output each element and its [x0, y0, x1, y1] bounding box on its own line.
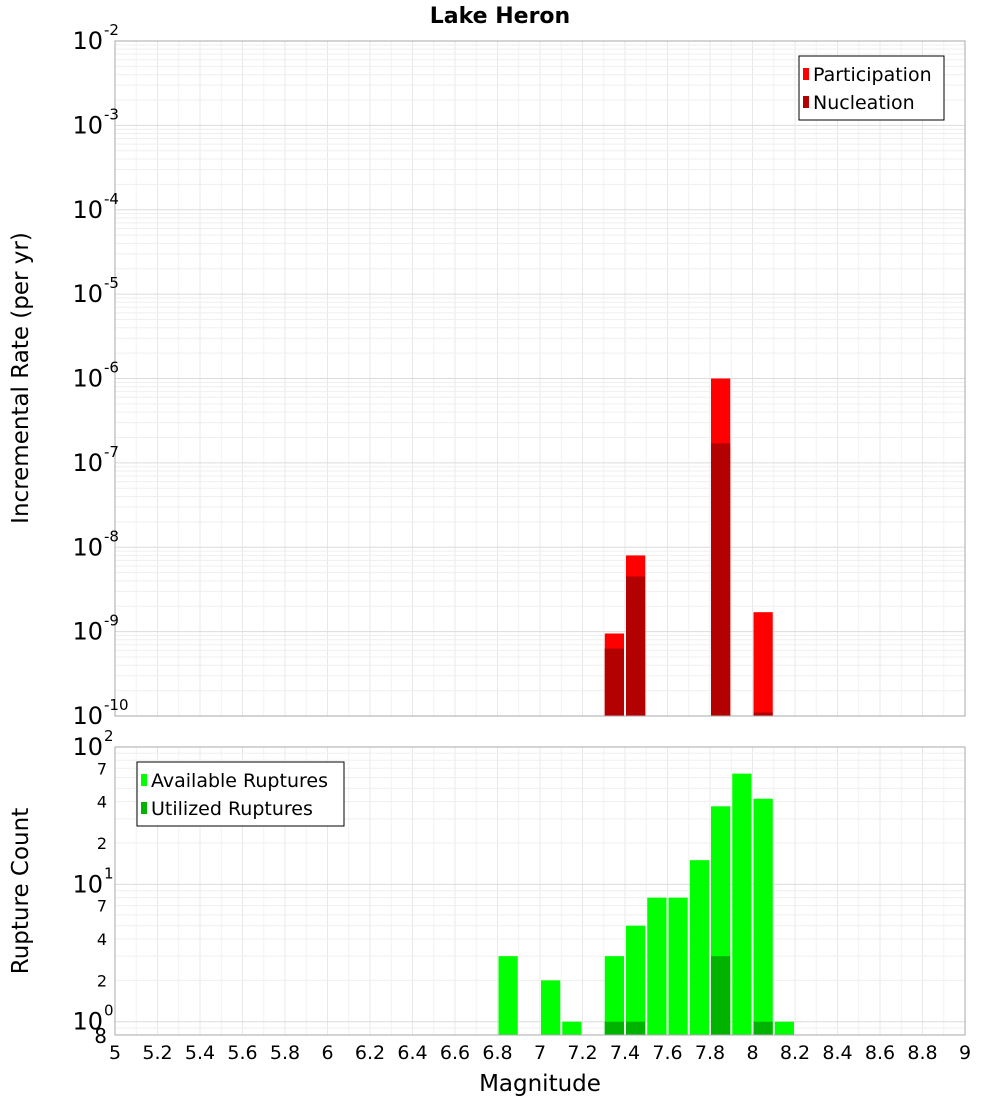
- rate-y-tick-exponent: -2: [104, 21, 119, 39]
- rate-y-tick-exponent: -4: [104, 190, 119, 208]
- count-bar-utilized-ruptures: [604, 1021, 624, 1035]
- x-tick-label: 5.8: [270, 1042, 300, 1064]
- frame-layer: [114, 40, 966, 1036]
- count-bar-available-ruptures: [604, 956, 624, 1035]
- rate-legend-box: [798, 55, 945, 121]
- count-y-minor-tick-label: 4: [97, 793, 107, 812]
- rate-legend-swatch: [803, 68, 809, 80]
- count-y-minor-tick-label: 4: [97, 930, 107, 949]
- count-y-minor-tick-label: 2: [97, 834, 107, 853]
- rate-bar-nucleation: [753, 712, 773, 716]
- rate-y-tick-exponent: -6: [104, 359, 119, 377]
- count-legend-label: Utilized Ruptures: [151, 798, 313, 820]
- x-tick-label: 7.4: [610, 1042, 640, 1064]
- count-y-tick-label: 10: [72, 1008, 103, 1036]
- rate-y-tick-exponent: -9: [104, 612, 119, 630]
- rate-y-tick-label: 10: [72, 702, 103, 730]
- x-tick-label: 6.2: [355, 1042, 385, 1064]
- count-bar-available-ruptures: [647, 897, 667, 1035]
- rate-y-tick-label: 10: [72, 618, 103, 646]
- rate-y-tick-label: 10: [72, 280, 103, 308]
- x-tick-label: 5: [109, 1042, 121, 1064]
- x-tick-label: 8.6: [865, 1042, 895, 1064]
- x-tick-label: 8.2: [780, 1042, 810, 1064]
- count-bar-available-ruptures: [774, 1021, 794, 1035]
- count-y-tick-label: 10: [72, 733, 103, 761]
- count-plot-frame: [114, 746, 966, 1036]
- x-tick-label: 8.4: [822, 1042, 852, 1064]
- chart-title: Lake Heron: [430, 4, 570, 29]
- count-bar-utilized-ruptures: [626, 1021, 646, 1035]
- count-bar-utilized-ruptures: [711, 956, 731, 1035]
- x-tick-label: 9: [959, 1042, 971, 1064]
- x-tick-label: 8: [746, 1042, 758, 1064]
- count-bar-available-ruptures: [732, 773, 752, 1035]
- count-bar-available-ruptures: [541, 980, 561, 1035]
- x-axis-label: Magnitude: [479, 1071, 601, 1097]
- count-y-minor-tick-label: 7: [97, 759, 107, 778]
- rate-y-tick-exponent: -5: [104, 274, 119, 292]
- rate-y-tick-label: 10: [72, 533, 103, 561]
- x-tick-label: 6.8: [482, 1042, 512, 1064]
- rate-bar-nucleation: [604, 648, 624, 716]
- x-tick-label: 7.2: [567, 1042, 597, 1064]
- count-legend-label: Available Ruptures: [151, 770, 328, 792]
- count-legend-swatch: [141, 802, 147, 814]
- rate-bar-nucleation: [711, 443, 731, 716]
- rate-y-tick-exponent: -10: [104, 696, 129, 714]
- rate-y-tick-exponent: -8: [104, 527, 119, 545]
- count-y-tick-exponent: 2: [104, 727, 114, 745]
- count-y-minor-tick-label: 8: [94, 1024, 107, 1048]
- legend-layer: Participation Nucleation Available Rupture…: [136, 55, 945, 827]
- rate-legend-label: Participation: [813, 64, 932, 86]
- x-tick-label: 7.6: [652, 1042, 682, 1064]
- count-legend-box: [136, 761, 345, 827]
- rate-y-tick-label: 10: [72, 449, 103, 477]
- rate-bar-participation: [753, 612, 773, 716]
- count-y-axis-label: Rupture Count: [8, 808, 34, 974]
- count-legend-swatch: [141, 774, 147, 786]
- count-bar-available-ruptures: [562, 1021, 582, 1035]
- rate-plot-frame: [114, 40, 966, 717]
- rate-y-axis-label: Incremental Rate (per yr): [8, 232, 34, 524]
- x-tick-label: 7: [534, 1042, 546, 1064]
- x-tick-label: 5.6: [227, 1042, 257, 1064]
- count-y-tick-label: 10: [72, 870, 103, 898]
- grid-layer: [114, 40, 966, 1036]
- count-bar-available-ruptures: [689, 860, 709, 1035]
- count-y-tick-exponent: 1: [104, 864, 114, 882]
- rate-y-tick-exponent: -3: [104, 105, 119, 123]
- x-tick-label: 5.4: [185, 1042, 215, 1064]
- rate-legend-label: Nucleation: [813, 92, 915, 114]
- rate-y-tick-exponent: -7: [104, 443, 119, 461]
- rate-y-tick-label: 10: [72, 196, 103, 224]
- x-tick-label: 8.8: [907, 1042, 937, 1064]
- count-bar-available-ruptures: [668, 897, 688, 1035]
- count-y-tick-exponent: 0: [104, 1002, 114, 1020]
- x-tick-label: 6: [321, 1042, 333, 1064]
- rate-y-tick-label: 10: [72, 365, 103, 393]
- rate-legend-swatch: [803, 96, 809, 108]
- x-tick-label: 7.8: [695, 1042, 725, 1064]
- bars-layer: [498, 378, 794, 1035]
- count-y-minor-tick-label: 2: [97, 971, 107, 990]
- count-y-minor-tick-label: 7: [97, 897, 107, 916]
- count-bar-available-ruptures: [626, 925, 646, 1035]
- x-tick-label: 6.6: [440, 1042, 470, 1064]
- rate-y-tick-label: 10: [72, 111, 103, 139]
- count-bar-utilized-ruptures: [753, 1021, 773, 1035]
- x-tick-label: 6.4: [397, 1042, 427, 1064]
- x-tick-label: 5.2: [142, 1042, 172, 1064]
- rate-bar-nucleation: [626, 576, 646, 716]
- count-bar-available-ruptures: [753, 798, 773, 1035]
- rate-y-tick-label: 10: [72, 27, 103, 55]
- count-bar-available-ruptures: [498, 956, 518, 1035]
